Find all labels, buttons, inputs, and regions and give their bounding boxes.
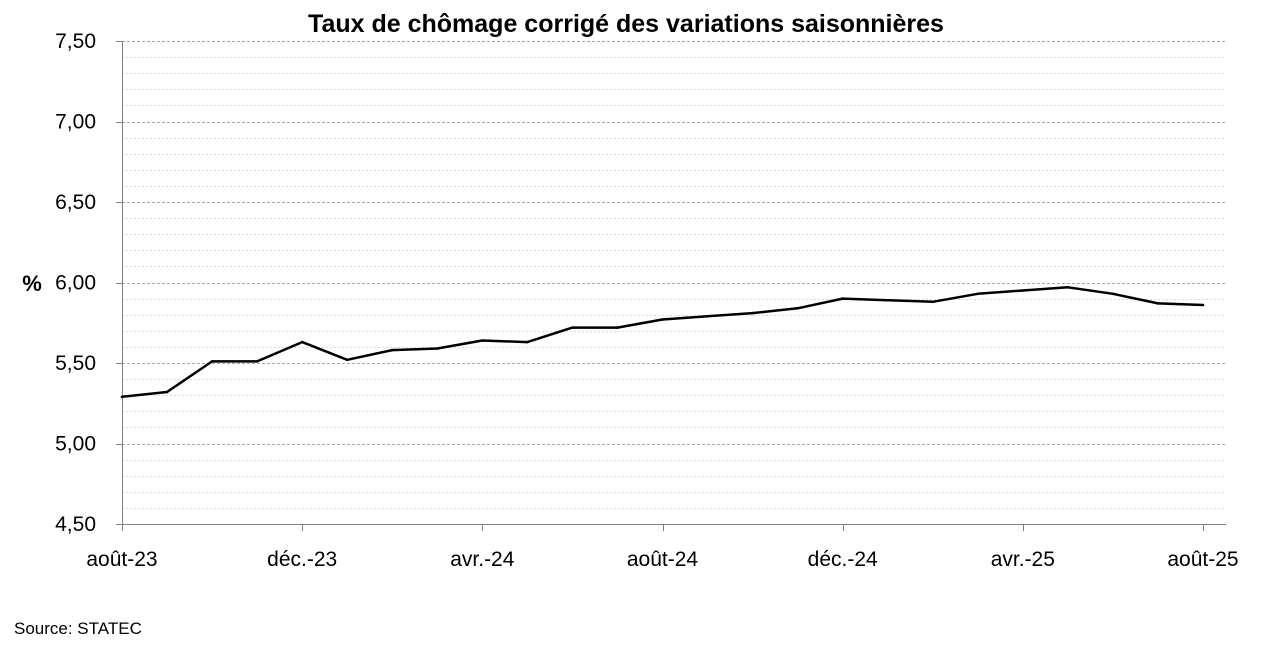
chart-title: Taux de chômage corrigé des variations s… <box>308 10 944 38</box>
data-point <box>345 358 349 362</box>
y-tick-label: 7,50 <box>55 30 96 53</box>
data-point <box>1156 302 1160 305</box>
y-tick-label: 5,00 <box>55 433 96 456</box>
data-point <box>526 340 529 344</box>
y-tick-label: 7,00 <box>55 111 96 134</box>
x-tick-label: août-25 <box>1167 548 1238 571</box>
data-point <box>165 390 169 394</box>
data-point <box>796 307 799 310</box>
data-point <box>120 395 124 399</box>
data-point <box>751 311 754 315</box>
series-line <box>121 286 1204 399</box>
data-point <box>300 340 304 344</box>
x-tick-label: déc.-24 <box>808 548 878 571</box>
data-point <box>841 297 844 300</box>
data-point <box>976 292 980 296</box>
data-point <box>210 360 214 363</box>
x-tick-label: déc.-23 <box>267 548 337 571</box>
axes <box>116 41 1226 531</box>
data-point <box>931 300 935 304</box>
data-point <box>436 347 439 350</box>
data-point <box>255 360 259 363</box>
data-point <box>1066 286 1070 289</box>
x-tick-labels: août-23 déc.-23 avr.-24 août-24 déc.-24 avr.-… <box>86 548 1238 571</box>
series-group <box>120 286 1205 399</box>
data-point <box>1021 289 1025 292</box>
y-tick-label: 6,00 <box>55 272 96 295</box>
x-tick-label: avr.-24 <box>450 548 515 571</box>
y-tick-label: 6,50 <box>55 191 96 214</box>
y-axis-label: % <box>22 271 42 296</box>
y-tick-label: 5,50 <box>55 352 96 375</box>
data-point <box>481 339 484 342</box>
gridlines <box>122 41 1226 509</box>
data-point <box>886 298 889 302</box>
data-point <box>571 326 574 329</box>
data-point <box>1111 292 1115 296</box>
data-point <box>706 315 709 318</box>
x-tick-label: avr.-25 <box>991 548 1055 571</box>
y-tick-label: 4,50 <box>55 513 96 536</box>
y-tick-labels: 4,50 5,00 5,50 6,00 6,50 7,00 7,50 <box>55 30 96 536</box>
x-tick-label: août-23 <box>86 548 157 571</box>
x-tick-label: août-24 <box>627 548 699 571</box>
source-note: Source: STATEC <box>14 619 142 638</box>
data-point <box>661 318 664 321</box>
data-point <box>616 326 619 329</box>
data-point <box>1201 303 1205 307</box>
data-point <box>391 348 394 352</box>
